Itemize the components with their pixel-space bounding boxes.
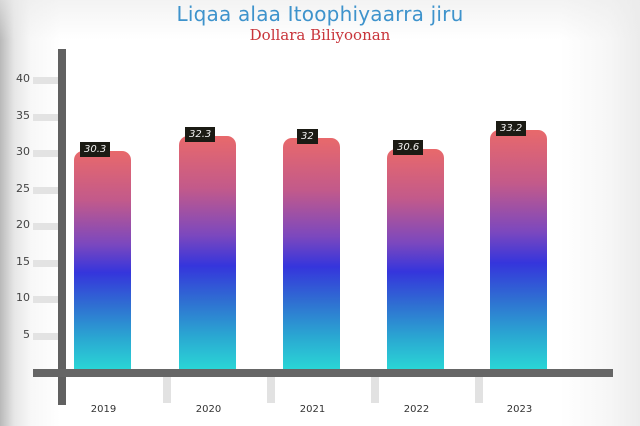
bar-2020 [179,136,236,372]
top-fade [0,0,640,40]
bar-2021 [283,138,340,372]
chart-title: Liqaa alaa Itoophiyaarra jiru [176,2,464,26]
y-tick-label: 40 [16,72,30,85]
x-tick-mark [475,377,483,403]
y-grid-stub [33,259,59,267]
y-grid-stub [33,332,59,340]
chart-subtitle: Dollara Biliyoonan [249,26,391,44]
y-grid-stub [33,113,59,121]
y-grid-stub [33,186,59,194]
y-axis-line [58,49,66,405]
value-label: 33.2 [496,120,527,136]
x-tick-label: 2020 [195,404,222,415]
x-tick-label: 2022 [403,404,430,415]
value-label: 32 [297,129,318,145]
y-grid-stub [33,150,59,157]
bar-2019 [74,150,131,372]
y-grid-stub [33,296,59,303]
x-tick-label: 2019 [90,404,117,415]
y-tick-label: 15 [16,254,30,268]
x-tick-label: 2023 [506,404,533,415]
y-tick-label: 20 [16,218,30,231]
x-tick-label: 2021 [299,404,326,415]
y-tick-label: 10 [16,291,30,304]
y-tick-label: 30 [16,145,30,158]
x-tick-mark [163,377,171,403]
x-axis-line [33,369,613,377]
value-label: 32.3 [185,127,216,143]
value-label: 30.6 [393,139,424,155]
y-tick-label: 35 [16,108,30,122]
y-grid-stub [33,77,59,84]
bar-2022 [387,148,444,372]
x-tick-mark [371,377,379,403]
value-label: 30.3 [80,141,111,157]
x-tick-mark [267,377,275,403]
y-tick-label: 25 [16,181,30,195]
y-grid-stub [33,223,59,230]
y-tick-label: 5 [23,327,30,341]
bar-2023 [490,129,547,372]
